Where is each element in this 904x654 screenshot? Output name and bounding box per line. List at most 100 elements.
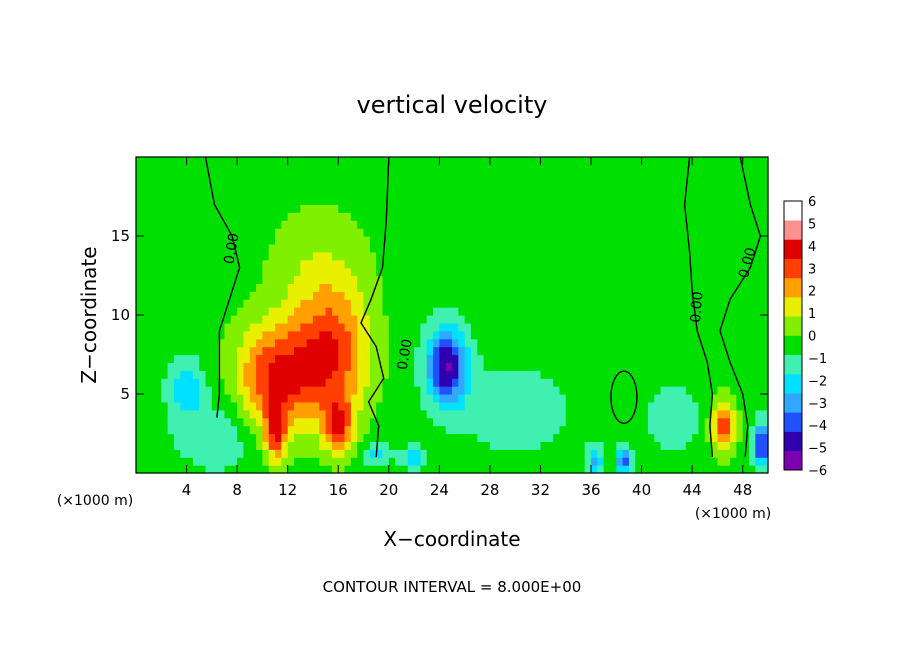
heatmap-cell xyxy=(508,457,516,466)
heatmap-cell xyxy=(218,164,226,174)
heatmap-cell xyxy=(192,157,200,166)
heatmap-cell xyxy=(338,291,346,300)
heatmap-cell xyxy=(483,259,491,269)
heatmap-cell xyxy=(553,457,561,466)
heatmap-cell xyxy=(698,394,706,403)
heatmap-cell xyxy=(736,172,744,182)
heatmap-cell xyxy=(350,315,358,324)
heatmap-cell xyxy=(136,251,143,261)
heatmap-cell xyxy=(414,409,421,419)
heatmap-cell xyxy=(654,243,662,253)
heatmap-cell xyxy=(565,378,573,387)
heatmap-cell xyxy=(553,188,561,198)
heatmap-cell xyxy=(654,433,662,442)
heatmap-cell xyxy=(603,259,611,269)
heatmap-cell xyxy=(622,394,630,403)
heatmap-cell xyxy=(477,417,485,427)
heatmap-cell xyxy=(407,315,415,324)
heatmap-cell xyxy=(508,267,516,277)
heatmap-cell xyxy=(395,196,403,205)
heatmap-field xyxy=(136,157,769,474)
heatmap-cell xyxy=(401,164,409,174)
heatmap-cell xyxy=(186,433,194,442)
heatmap-cell xyxy=(211,243,219,253)
heatmap-cell xyxy=(433,338,440,348)
heatmap-cell xyxy=(534,307,542,316)
heatmap-cell xyxy=(654,465,662,474)
heatmap-cell xyxy=(464,417,472,427)
heatmap-cell xyxy=(199,322,207,332)
heatmap-cell xyxy=(464,378,472,387)
heatmap-cell xyxy=(167,204,175,213)
heatmap-cell xyxy=(477,188,485,198)
heatmap-cell xyxy=(300,465,308,474)
heatmap-cell xyxy=(199,212,207,221)
heatmap-cell xyxy=(749,259,756,269)
heatmap-cell xyxy=(540,283,548,292)
heatmap-cell xyxy=(294,370,301,379)
heatmap-cell xyxy=(679,172,687,182)
heatmap-cell xyxy=(458,315,466,324)
heatmap-cell xyxy=(300,188,308,198)
heatmap-cell xyxy=(578,220,586,229)
heatmap-cell xyxy=(502,330,510,340)
heatmap-cell xyxy=(344,378,352,387)
heatmap-cell xyxy=(679,409,687,419)
heatmap-cell xyxy=(294,243,301,253)
heatmap-cell xyxy=(224,370,232,379)
heatmap-cell xyxy=(237,362,245,371)
heatmap-cell xyxy=(275,164,282,174)
heatmap-cell xyxy=(331,362,339,371)
heatmap-cell xyxy=(294,275,301,284)
heatmap-cell xyxy=(294,196,301,205)
heatmap-cell xyxy=(515,449,523,458)
heatmap-cell xyxy=(376,228,384,237)
heatmap-cell xyxy=(666,386,674,395)
heatmap-cell xyxy=(452,315,459,324)
heatmap-cell xyxy=(717,433,725,442)
heatmap-cell xyxy=(357,275,365,284)
heatmap-cell xyxy=(142,299,150,308)
heatmap-cell xyxy=(521,457,529,466)
heatmap-cell xyxy=(685,401,693,411)
heatmap-cell xyxy=(300,362,308,371)
heatmap-cell xyxy=(578,228,586,237)
heatmap-cell xyxy=(338,228,346,237)
heatmap-cell xyxy=(654,307,662,316)
heatmap-cell xyxy=(515,307,523,316)
heatmap-cell xyxy=(647,267,655,277)
heatmap-cell xyxy=(553,243,561,253)
heatmap-cell xyxy=(761,164,769,174)
heatmap-cell xyxy=(319,267,327,277)
heatmap-cell xyxy=(256,243,263,253)
heatmap-cell xyxy=(192,322,200,332)
heatmap-cell xyxy=(723,338,731,348)
heatmap-cell xyxy=(489,370,497,379)
heatmap-cell xyxy=(704,299,712,308)
heatmap-cell xyxy=(628,291,636,300)
heatmap-cell xyxy=(572,330,579,340)
heatmap-cell xyxy=(407,196,415,205)
heatmap-cell xyxy=(527,354,535,363)
heatmap-cell xyxy=(673,228,681,237)
heatmap-cell xyxy=(445,322,453,332)
heatmap-cell xyxy=(540,275,548,284)
heatmap-cell xyxy=(565,338,573,348)
heatmap-cell xyxy=(546,338,554,348)
heatmap-cell xyxy=(578,188,586,198)
heatmap-cell xyxy=(534,425,542,435)
heatmap-cell xyxy=(154,267,162,277)
heatmap-cell xyxy=(628,338,636,348)
heatmap-cell xyxy=(628,322,636,332)
heatmap-cell xyxy=(363,157,371,166)
heatmap-cell xyxy=(211,417,219,427)
heatmap-cell xyxy=(673,346,681,356)
heatmap-cell xyxy=(306,164,314,174)
heatmap-cell xyxy=(730,378,737,387)
heatmap-cell xyxy=(433,180,440,190)
heatmap-cell xyxy=(489,401,497,411)
heatmap-cell xyxy=(673,251,681,261)
heatmap-cell xyxy=(306,322,314,332)
heatmap-cell xyxy=(458,425,466,435)
heatmap-cell xyxy=(237,220,245,229)
